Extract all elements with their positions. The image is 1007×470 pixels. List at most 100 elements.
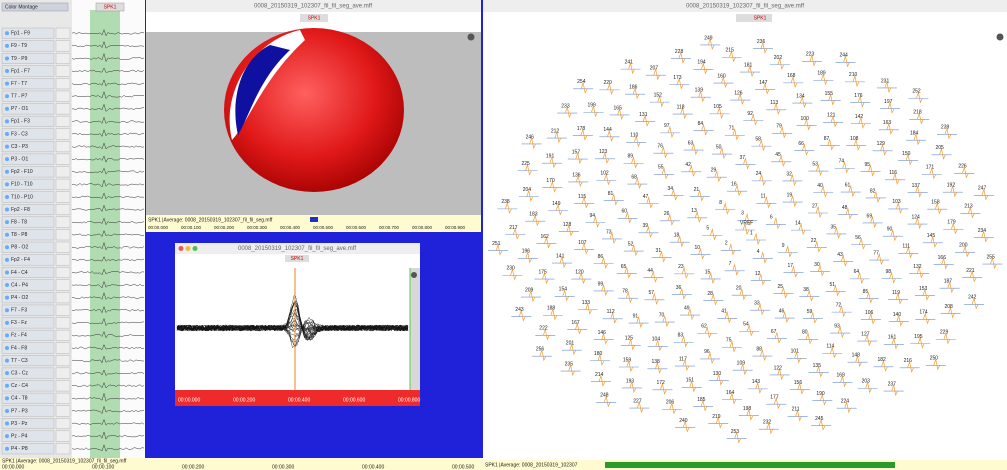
channel-button[interactable] [1,115,55,127]
channel-button[interactable] [1,128,55,140]
channel-button[interactable] [1,27,55,39]
channel-color [5,182,9,187]
electrode-spike [790,173,797,187]
title-bar [175,243,420,254]
electrode-label: 140 [893,312,902,318]
electrode-label: 139 [695,88,704,94]
channel-button[interactable] [1,342,55,354]
time-label: 00:00.100 [92,464,114,470]
electrode-spike [773,216,781,230]
channel-button[interactable] [1,380,55,392]
channel-button[interactable] [1,367,55,379]
close-button[interactable] [411,272,417,278]
electrode-spike [636,400,644,414]
electrode-label: 13 [691,208,697,214]
electrode-label: 164 [726,390,735,396]
channel-button[interactable] [1,52,55,64]
channel-button[interactable] [1,304,55,316]
electrode-label: 126 [734,90,743,96]
channel-button[interactable] [1,279,55,291]
electrode-spike [734,431,742,444]
channel-button[interactable] [1,392,55,404]
channel-button[interactable] [1,141,55,153]
channel-label: Fp2 - F10 [11,169,33,175]
window-max[interactable] [192,246,198,251]
channel-button[interactable] [1,355,55,367]
electrode-spike [766,421,774,435]
channel-button[interactable] [1,204,55,216]
channel-color [5,43,9,48]
channel-button[interactable] [1,166,55,178]
electrode-spike [757,302,765,316]
electrode-label: 67 [771,329,777,335]
electrode-spike [887,101,895,114]
channel-button[interactable] [1,241,55,253]
channel-button[interactable] [1,254,55,266]
electrode-label: 132 [913,264,922,270]
channel-label: T7 - P7 [11,94,28,100]
channel-button[interactable] [1,90,55,102]
electrode-label: 97 [664,123,670,129]
time-label: 00:00.200 [233,397,255,403]
electrode-spike [660,382,667,395]
electrode-spike [804,118,811,131]
channel-button[interactable] [1,153,55,165]
channel-button[interactable] [1,266,55,278]
electrode-label: 200 [959,243,968,249]
channel-button[interactable] [1,443,55,455]
channel-trace [71,229,145,238]
butterfly-trace [176,324,409,332]
electrode-label: 252 [912,89,921,95]
electrode-spike [870,215,877,229]
channel-button[interactable] [1,229,55,241]
electrode-spike [781,286,788,299]
electrode-spike [809,54,817,67]
electrode-label: 178 [577,126,586,132]
channel-button[interactable] [1,430,55,442]
electrode-label: 128 [563,222,572,228]
channel-button[interactable] [1,78,55,90]
channel-button[interactable] [1,191,55,203]
electrode-spike [602,151,610,164]
electrode-label: 181 [744,62,753,68]
channel-button[interactable] [1,103,55,115]
butterfly-trace [176,324,409,332]
electrode-spike [580,81,588,94]
electrode-spike [607,129,614,142]
channel-button[interactable] [1,40,55,52]
electrode-spike [884,80,892,93]
channel-button[interactable] [1,292,55,304]
channel-button[interactable] [1,216,55,228]
channel-button[interactable] [1,178,55,190]
electrode-label: 203 [862,379,871,385]
window-close[interactable] [178,246,184,251]
montage-select[interactable] [1,2,69,12]
electrode-label: 174 [919,310,928,316]
channel-label: T10 - P10 [11,194,33,200]
channel-button[interactable] [1,405,55,417]
channel-button[interactable] [1,65,55,77]
electrode-spike [650,270,658,283]
window-min[interactable] [185,246,191,251]
reference-label: VREF [740,220,753,226]
channel-label: F4 - C4 [11,270,28,276]
electrode-spike [990,256,997,270]
channel-button[interactable] [1,329,55,341]
electrode-label: 78 [622,289,628,295]
electrode-label: 160 [717,73,726,79]
channel-button[interactable] [1,317,55,329]
electrode-label: 116 [889,170,897,176]
electrode-spike [609,231,617,245]
electrode-label: 240 [679,418,688,424]
electrode-spike [529,136,536,150]
close-button[interactable] [467,33,475,41]
electrode-label: 55 [658,165,664,171]
electrode-spike [635,176,642,190]
channel-rows: Fp1 - F9 F9 - T9 T9 - P9 Fp1 - F7 F7 - T7 T7 … [1,27,145,455]
electrode-label: 59 [807,309,813,315]
electrode-label: 54 [743,322,749,328]
electrode-label: 193 [626,378,635,384]
channel-button[interactable] [1,418,55,430]
electrode-spike [652,292,659,305]
close-button[interactable] [996,33,1004,41]
